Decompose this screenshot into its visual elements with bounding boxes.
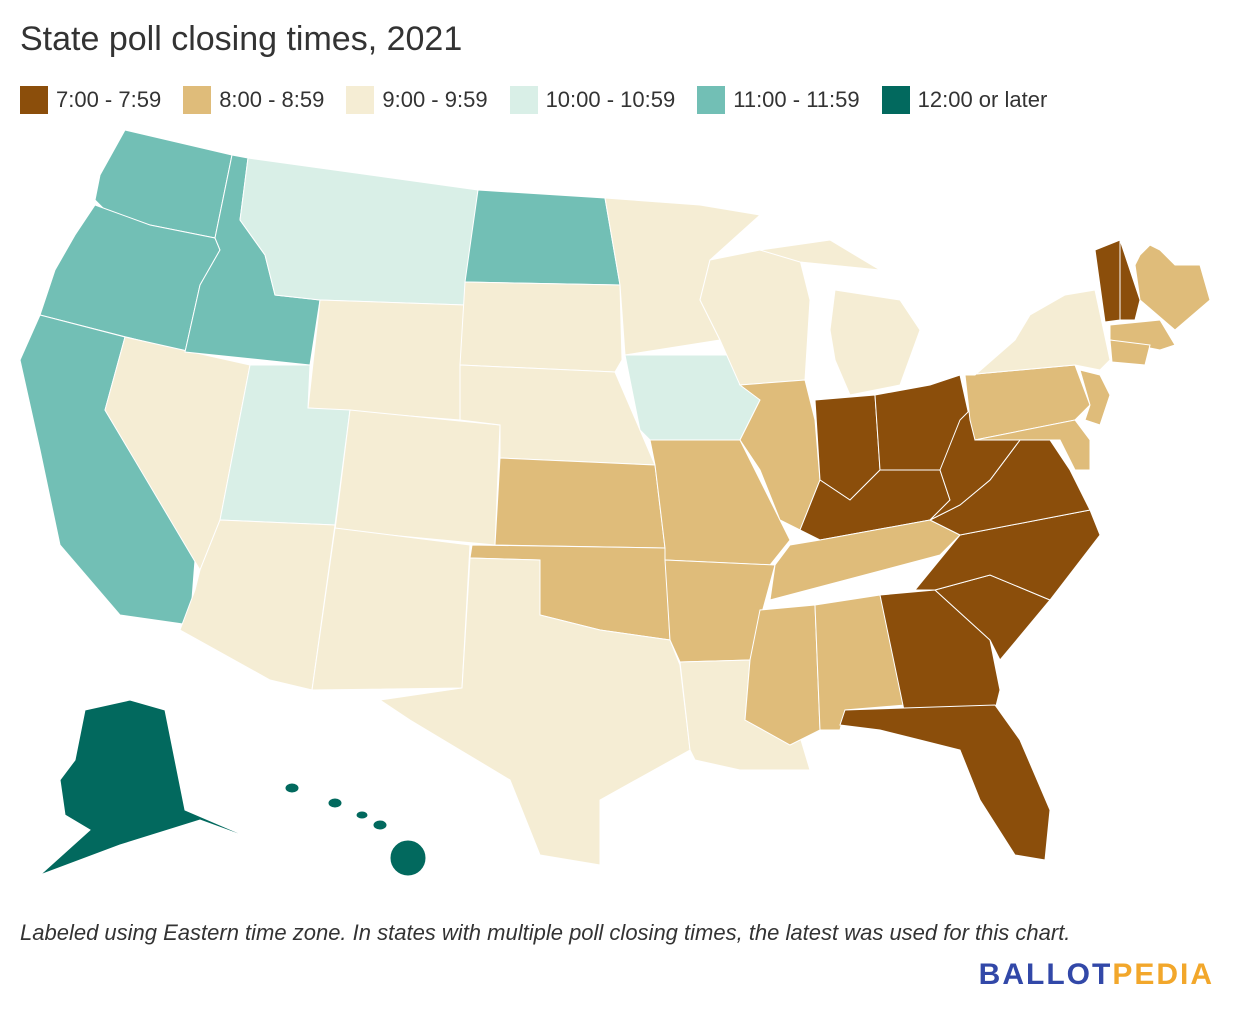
- state-ks[interactable]: [494, 457, 666, 549]
- logo-part1: BALLOT: [978, 958, 1113, 991]
- legend-swatch: [509, 86, 538, 114]
- chart-title: State poll closing times, 2021: [20, 20, 463, 58]
- state-mt[interactable]: [239, 157, 479, 306]
- legend-label: 7:00 - 7:59: [56, 87, 162, 112]
- legend: 7:00 - 7:59 8:00 - 8:59 9:00 - 9:59 10:0…: [20, 86, 1069, 114]
- state-wy[interactable]: [307, 299, 466, 421]
- state-me[interactable]: [1134, 244, 1211, 331]
- legend-swatch: [183, 86, 212, 114]
- ballotpedia-logo: BALLOTPEDIA: [979, 958, 1214, 992]
- state-co[interactable]: [334, 409, 501, 546]
- state-nd[interactable]: [464, 189, 621, 286]
- state-tx[interactable]: [378, 557, 691, 866]
- legend-item: 11:00 - 11:59: [697, 86, 860, 114]
- state-nm[interactable]: [311, 527, 471, 691]
- legend-item: 7:00 - 7:59: [20, 86, 161, 114]
- legend-swatch: [346, 86, 375, 114]
- legend-item: 12:00 or later: [881, 86, 1048, 114]
- state-fl[interactable]: [839, 704, 1051, 861]
- state-mi-upper[interactable]: [759, 239, 881, 271]
- legend-item: 10:00 - 10:59: [509, 86, 676, 114]
- state-nc[interactable]: [913, 509, 1101, 601]
- state-ny[interactable]: [964, 289, 1111, 376]
- state-hi[interactable]: [284, 782, 427, 877]
- legend-item: 8:00 - 8:59: [183, 86, 324, 114]
- legend-swatch: [697, 86, 726, 114]
- legend-label: 11:00 - 11:59: [733, 87, 860, 112]
- legend-item: 9:00 - 9:59: [346, 86, 488, 114]
- footnote: Labeled using Eastern time zone. In stat…: [20, 920, 1071, 945]
- legend-label: 9:00 - 9:59: [382, 87, 488, 112]
- state-ct-ri[interactable]: [1109, 339, 1151, 366]
- state-md-de[interactable]: [974, 419, 1091, 471]
- legend-label: 10:00 - 10:59: [545, 87, 676, 112]
- state-mi[interactable]: [829, 289, 921, 396]
- state-nh[interactable]: [1119, 239, 1141, 321]
- state-nj[interactable]: [1079, 369, 1111, 426]
- state-il[interactable]: [738, 379, 821, 531]
- state-ak[interactable]: [39, 699, 256, 876]
- legend-label: 8:00 - 8:59: [219, 87, 325, 112]
- legend-label: 12:00 or later: [917, 87, 1048, 112]
- logo-part2: PEDIA: [1112, 958, 1214, 991]
- legend-swatch: [881, 86, 910, 114]
- state-sd[interactable]: [459, 281, 623, 373]
- legend-swatch: [20, 86, 48, 114]
